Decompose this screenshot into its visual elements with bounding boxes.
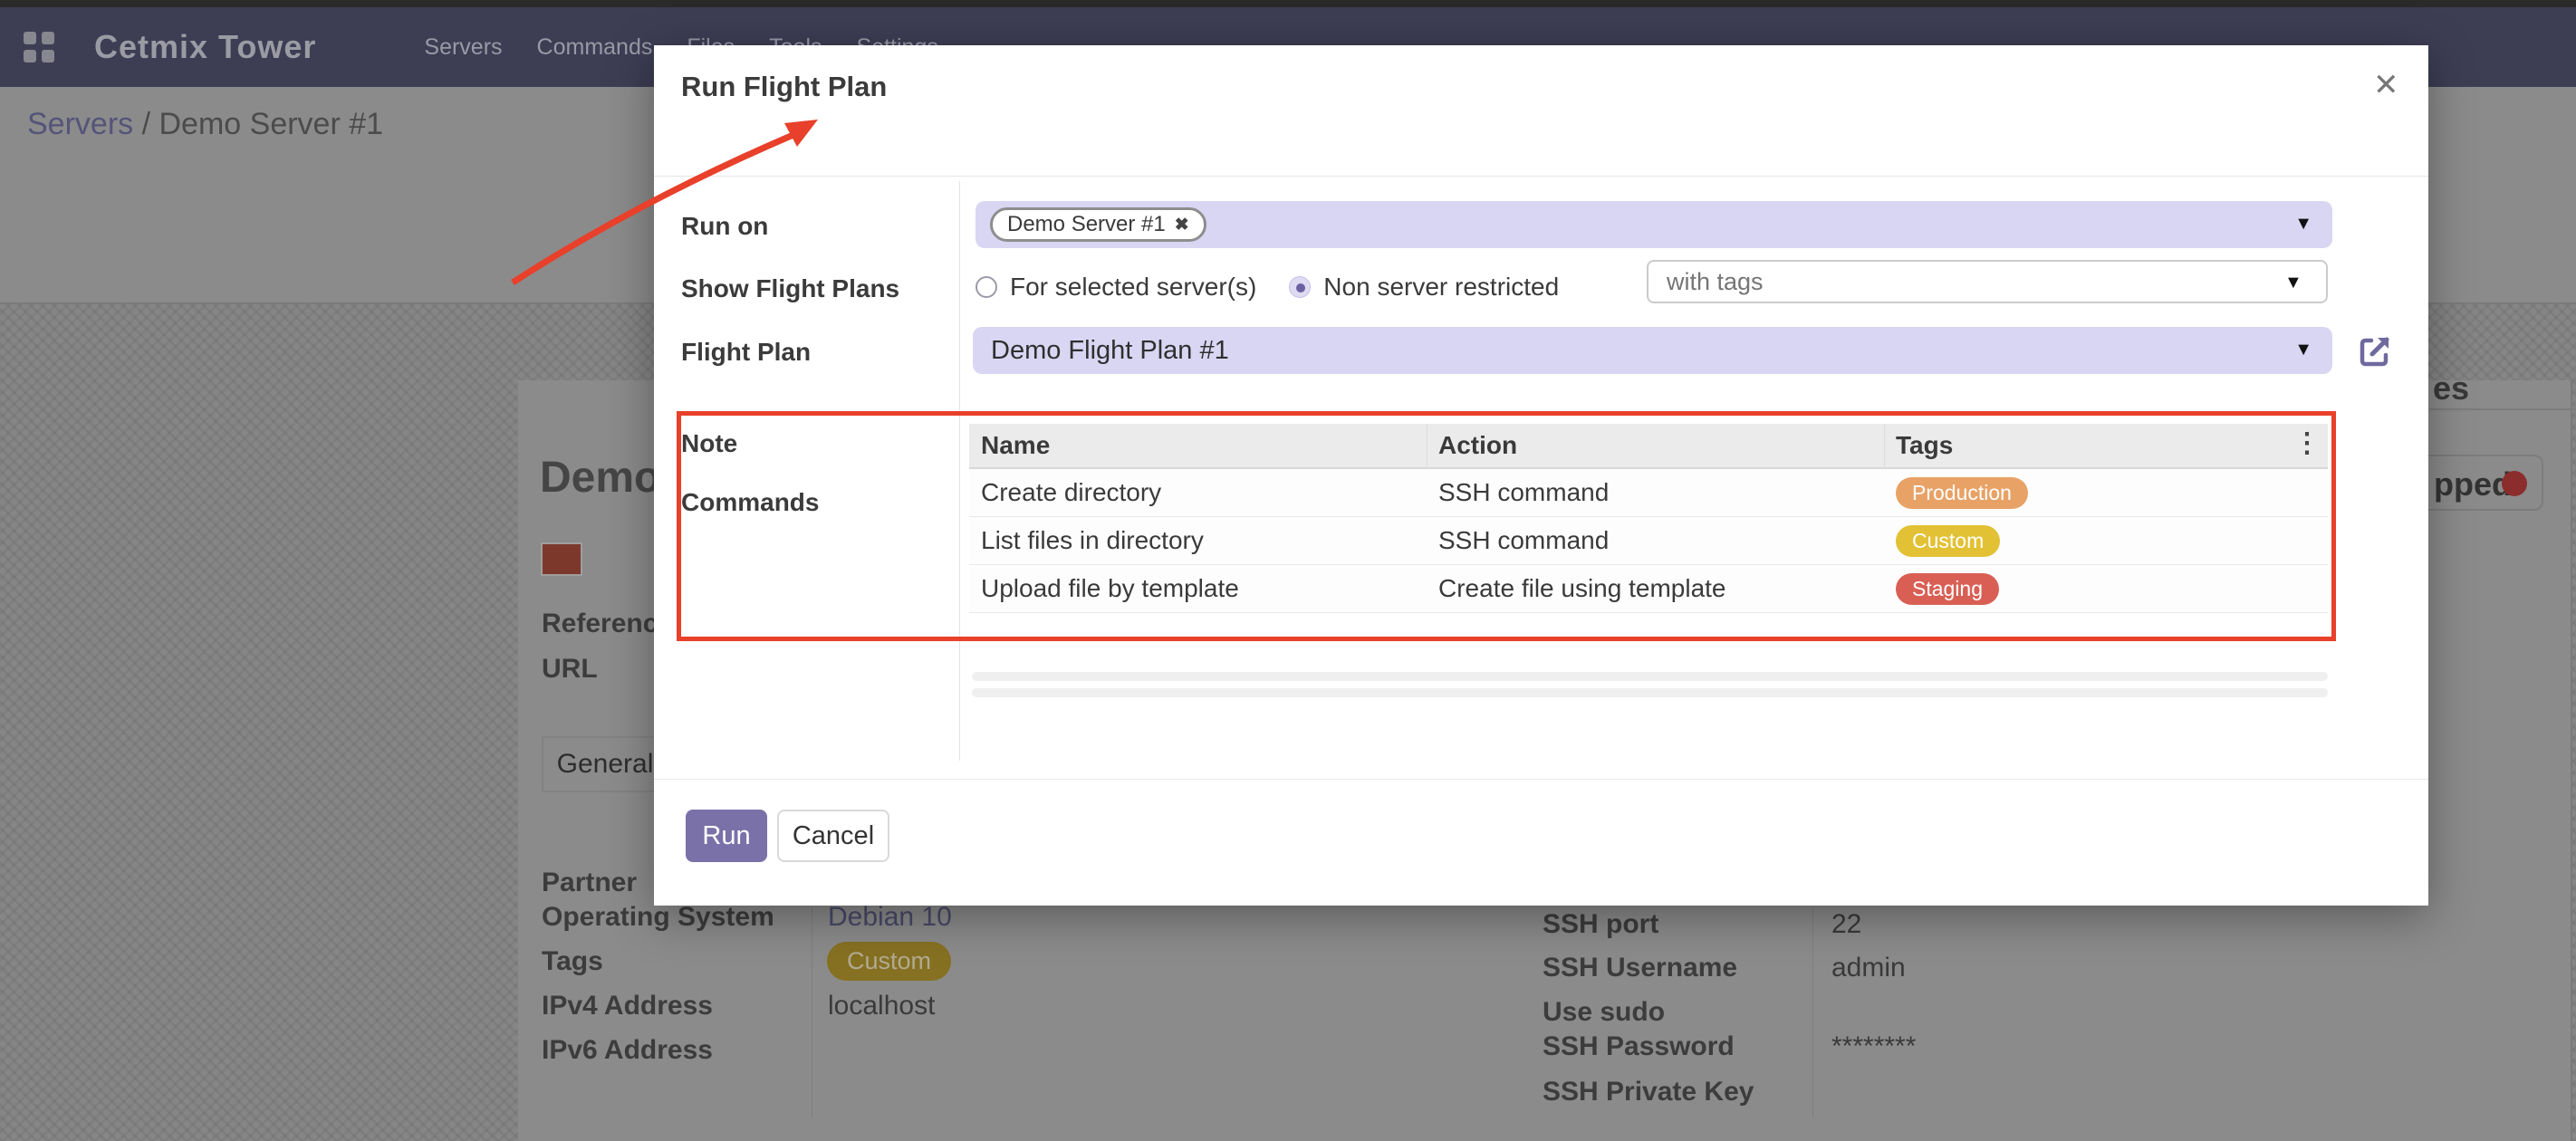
tags-label: Tags [542, 946, 603, 976]
flight-plan-label: Flight Plan [681, 338, 812, 366]
column-action[interactable]: Action [1438, 431, 1518, 459]
column-tags[interactable]: Tags [1896, 431, 1954, 459]
ssh-username-label: SSH Username [1543, 953, 1738, 983]
ssh-port-label: SSH port [1543, 909, 1659, 939]
show-flight-plans-label: Show Flight Plans [681, 274, 900, 302]
run-on-label: Run on [681, 212, 769, 240]
reference-label: Reference [542, 609, 674, 638]
note-label: Note [681, 429, 738, 457]
flight-plan-filter-radios: For selected server(s) Non server restri… [976, 264, 1559, 311]
with-tags-input[interactable] [1647, 260, 2328, 303]
dialog-header-divider [654, 176, 2428, 177]
partner-label: Partner [542, 868, 638, 897]
external-link-icon[interactable] [2357, 333, 2393, 369]
server-title-clipped: Demo Server #1 [540, 454, 655, 502]
window-top-strip [0, 0, 2576, 7]
nav-item-servers[interactable]: Servers [424, 34, 503, 60]
caret-down-icon[interactable]: ▼ [2284, 273, 2302, 292]
title-divider [2429, 408, 2576, 410]
notes-tab-partial: es [2433, 369, 2470, 407]
radio-non-restricted-label[interactable]: Non server restricted [1323, 273, 1560, 301]
radio-non-restricted[interactable] [1289, 276, 1312, 298]
status-text-partial: pped [2434, 465, 2512, 503]
run-on-field[interactable]: Demo Server #1 ✖ ▼ [976, 201, 2332, 248]
caret-down-icon[interactable]: ▼ [2294, 340, 2312, 360]
horizontal-scrollbar[interactable] [972, 672, 2328, 681]
table-row[interactable]: Create directory SSH command Production [969, 469, 2328, 517]
stopped-status-button[interactable]: pped [2355, 455, 2543, 511]
right-column-separator [1812, 907, 1813, 1117]
commands-table: Name Action Tags ⋮ Create directory SSH … [969, 424, 2328, 613]
label-field-separator [959, 181, 960, 761]
breadcrumb: Servers / Demo Server #1 [27, 107, 383, 142]
ipv6-label: IPv6 Address [542, 1035, 713, 1065]
flight-plan-value: Demo Flight Plan #1 [991, 335, 1229, 365]
apps-grid-icon[interactable] [24, 32, 54, 62]
ssh-password-label: SSH Password [1543, 1031, 1735, 1061]
breadcrumb-servers-link[interactable]: Servers [27, 107, 134, 141]
ipv4-value: localhost [828, 991, 936, 1021]
table-row[interactable]: Upload file by template Create file usin… [969, 565, 2328, 613]
tag-badge: Staging [1896, 572, 2000, 605]
ssh-port-value: 22 [1831, 909, 1862, 939]
status-dot-icon [2502, 471, 2527, 496]
dialog-footer-divider [654, 779, 2428, 780]
ssh-private-key-label: SSH Private Key [1543, 1077, 1754, 1107]
caret-down-icon[interactable]: ▼ [2294, 214, 2312, 234]
os-label: Operating System [542, 902, 774, 932]
breadcrumb-separator: / [141, 107, 151, 141]
horizontal-scrollbar[interactable] [972, 688, 2328, 697]
os-value-link[interactable]: Debian 10 [828, 902, 952, 932]
annotation-rectangle [677, 411, 2336, 641]
radio-selected-servers[interactable] [976, 276, 997, 298]
tag-remove-icon[interactable]: ✖ [1174, 215, 1189, 235]
column-name[interactable]: Name [981, 431, 1051, 459]
commands-label: Commands [681, 488, 820, 516]
use-sudo-label: Use sudo [1543, 997, 1666, 1027]
tag-badge: Custom [1896, 524, 2001, 557]
tag-badge-custom: Custom [827, 942, 952, 981]
cancel-button[interactable]: Cancel [777, 810, 889, 862]
close-icon[interactable]: ✕ [2373, 68, 2399, 102]
server-color-swatch[interactable] [541, 542, 582, 576]
flight-plan-field[interactable]: Demo Flight Plan #1 ▼ [973, 327, 2332, 374]
ipv4-label: IPv4 Address [542, 991, 713, 1021]
radio-selected-servers-label[interactable]: For selected server(s) [1010, 273, 1257, 301]
run-flight-plan-dialog: Run Flight Plan ✕ Run on Demo Server #1 … [654, 45, 2428, 906]
ssh-username-value: admin [1831, 953, 1906, 983]
breadcrumb-current: Demo Server #1 [159, 107, 384, 141]
dialog-title: Run Flight Plan [681, 71, 888, 102]
tag-badge: Production [1896, 476, 2028, 509]
commands-table-header: Name Action Tags ⋮ [969, 424, 2328, 469]
table-row[interactable]: List files in directory SSH command Cust… [969, 517, 2328, 565]
ssh-password-value: ******** [1831, 1031, 1917, 1061]
nav-item-commands[interactable]: Commands [536, 34, 653, 60]
optional-columns-icon[interactable]: ⋮ [2293, 428, 2321, 458]
tab-general[interactable]: General [542, 736, 668, 792]
run-on-tag: Demo Server #1 ✖ [990, 207, 1206, 242]
url-label: URL [542, 654, 598, 684]
brand-title: Cetmix Tower [94, 28, 317, 65]
run-button[interactable]: Run [686, 810, 767, 862]
